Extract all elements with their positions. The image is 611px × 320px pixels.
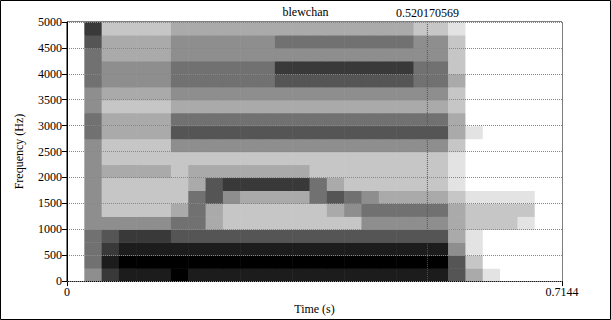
svg-text:Frequency (Hz): Frequency (Hz) [12, 114, 26, 190]
svg-text:4000: 4000 [38, 67, 62, 81]
svg-text:blewchan: blewchan [283, 5, 329, 19]
svg-text:500: 500 [44, 248, 62, 262]
svg-text:0: 0 [56, 274, 62, 288]
svg-text:0: 0 [64, 285, 70, 299]
svg-text:0.520170569: 0.520170569 [396, 6, 459, 20]
svg-text:2000: 2000 [38, 170, 62, 184]
svg-text:1500: 1500 [38, 196, 62, 210]
svg-text:Time (s): Time (s) [294, 302, 335, 316]
svg-text:0.7144: 0.7144 [546, 285, 579, 299]
svg-text:1000: 1000 [38, 222, 62, 236]
svg-text:2500: 2500 [38, 145, 62, 159]
svg-text:5000: 5000 [38, 15, 62, 29]
svg-text:3500: 3500 [38, 93, 62, 107]
svg-text:3000: 3000 [38, 119, 62, 133]
svg-text:4500: 4500 [38, 41, 62, 55]
